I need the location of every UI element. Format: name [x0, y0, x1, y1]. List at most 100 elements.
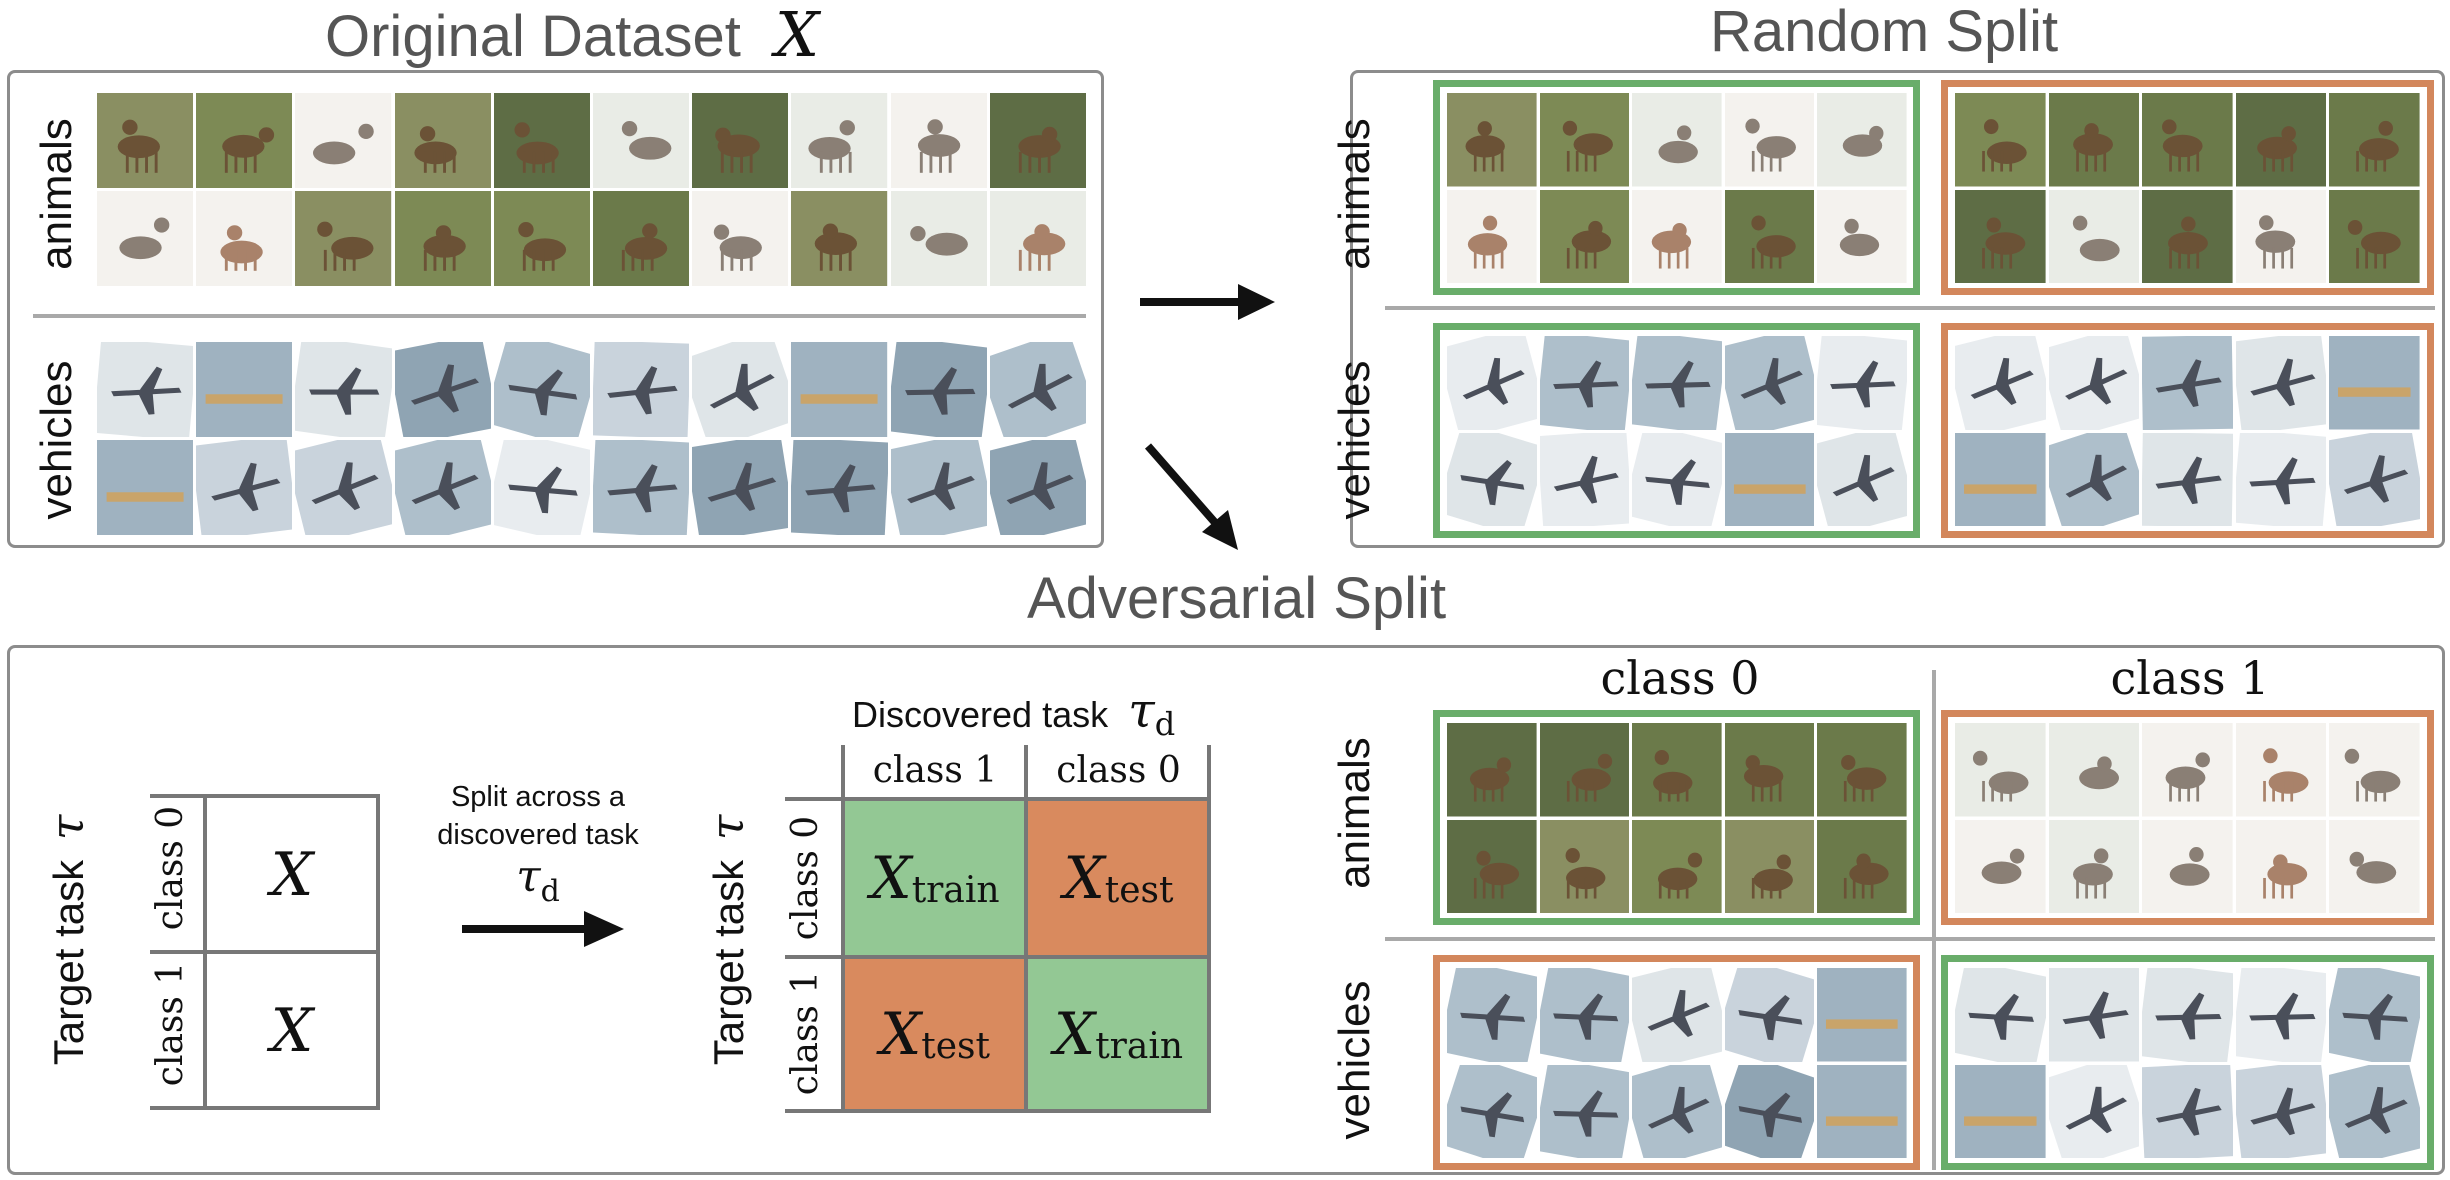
- reindeer-thumbnail: [1724, 93, 1815, 187]
- adv-row-label-vehicles: vehicles: [1330, 980, 1379, 1140]
- horse-thumbnail: [989, 191, 1086, 286]
- cat-thumbnail: [1955, 819, 2046, 913]
- random-animals-train-grid: [1447, 93, 1907, 283]
- reindeer-thumbnail: [692, 191, 789, 286]
- adv-vehicles-class0-test-box: [1433, 955, 1920, 1170]
- deer-thumbnail: [1447, 819, 1537, 913]
- adv-animals-class1-grid: [1955, 723, 2420, 913]
- right-target-task-label: Target task τ: [700, 814, 754, 1066]
- adv-vertical-divider: [1932, 670, 1936, 1170]
- deer-thumbnail: [1539, 723, 1630, 817]
- airplane-thumbnail: [394, 342, 491, 437]
- left-row-class-1: class 1: [150, 961, 191, 1087]
- adv-horizontal-divider: [1385, 937, 2435, 941]
- airplane-thumbnail: [1724, 336, 1815, 430]
- deer-thumbnail: [692, 93, 789, 188]
- deer-thumbnail: [1724, 189, 1815, 283]
- airplane-thumbnail: [2142, 432, 2233, 526]
- cat-thumbnail: [295, 93, 392, 188]
- airplane-thumbnail: [1817, 432, 1907, 526]
- reindeer-thumbnail: [2329, 723, 2420, 817]
- horse-thumbnail: [1632, 189, 1722, 283]
- deer-thumbnail: [196, 93, 293, 188]
- airplane-thumbnail: [2142, 336, 2233, 430]
- original-dataset-panel: [7, 70, 1104, 548]
- ship-thumbnail: [2329, 336, 2420, 430]
- airplane-thumbnail: [890, 440, 987, 535]
- horse-thumbnail: [2235, 723, 2327, 817]
- left-row-class-0: class 0: [150, 805, 191, 931]
- deer-thumbnail: [2048, 93, 2140, 187]
- random-row-label-vehicles: vehicles: [1330, 360, 1379, 520]
- airplane-thumbnail: [295, 440, 392, 535]
- airplane-thumbnail: [2048, 432, 2140, 526]
- airplane-thumbnail: [1955, 336, 2046, 430]
- airplane-thumbnail: [2235, 968, 2327, 1062]
- ship-thumbnail: [1817, 968, 1907, 1062]
- airplane-thumbnail: [2235, 1064, 2327, 1158]
- arrow-to-random-split: [1140, 284, 1275, 320]
- random-animals-train-box: [1433, 80, 1920, 295]
- left-cell-x-bottom: X: [270, 996, 314, 1066]
- airplane-thumbnail: [1539, 336, 1630, 430]
- ship-thumbnail: [1724, 432, 1815, 526]
- deer-thumbnail: [2329, 189, 2420, 283]
- airplane-thumbnail: [692, 440, 789, 535]
- adv-vehicles-class1-train-box: [1941, 955, 2434, 1170]
- cat-thumbnail: [1817, 189, 1907, 283]
- original-dataset-title: Original Dataset X: [325, 0, 820, 71]
- airplane-thumbnail: [2329, 968, 2420, 1062]
- cat-thumbnail: [2142, 819, 2233, 913]
- cat-thumbnail: [592, 93, 690, 188]
- right-col-class-0: class 0: [1056, 749, 1181, 791]
- airplane-thumbnail: [493, 440, 590, 535]
- reindeer-thumbnail: [890, 93, 987, 188]
- adv-animals-class1-test-box: [1941, 710, 2434, 925]
- airplane-thumbnail: [1447, 968, 1537, 1062]
- airplane-thumbnail: [2235, 432, 2327, 526]
- original-divider: [33, 314, 1086, 318]
- cat-thumbnail: [2048, 723, 2140, 817]
- adv-vehicles-class1-grid: [1955, 968, 2420, 1158]
- deer-thumbnail: [493, 93, 590, 188]
- horse-thumbnail: [1447, 189, 1537, 283]
- right-row-class-0: class 0: [785, 815, 826, 941]
- cat-thumbnail: [890, 191, 987, 286]
- deer-thumbnail: [1724, 723, 1815, 817]
- reindeer-thumbnail: [2235, 189, 2327, 283]
- adv-column-class-0: class 0: [1600, 651, 1760, 705]
- deer-thumbnail: [592, 191, 690, 286]
- discover-arrow: [462, 911, 624, 947]
- deer-thumbnail: [1724, 819, 1815, 913]
- airplane-thumbnail: [1447, 1064, 1537, 1158]
- dataset-symbol: X: [774, 0, 820, 71]
- left-target-task-label: Target task τ: [40, 814, 94, 1066]
- airplane-thumbnail: [592, 440, 690, 535]
- adversarial-split-panel: [7, 645, 2445, 1175]
- random-divider: [1385, 306, 2435, 310]
- ship-thumbnail: [196, 342, 293, 437]
- airplane-thumbnail: [493, 342, 590, 437]
- airplane-thumbnail: [2235, 336, 2327, 430]
- right-col-class-1: class 1: [872, 749, 998, 791]
- row-label-animals: animals: [32, 118, 81, 270]
- random-split-title: Random Split: [1710, 0, 2059, 64]
- airplane-thumbnail: [1724, 1064, 1815, 1158]
- airplane-thumbnail: [295, 342, 392, 437]
- deer-thumbnail: [1539, 819, 1630, 913]
- adv-column-class-1: class 1: [2110, 651, 2270, 705]
- airplane-thumbnail: [1724, 968, 1815, 1062]
- cat-thumbnail: [2048, 189, 2140, 283]
- airplane-thumbnail: [1539, 968, 1630, 1062]
- deer-thumbnail: [1539, 93, 1630, 187]
- random-split-panel: [1350, 70, 2445, 548]
- airplane-thumbnail: [1539, 432, 1630, 526]
- deer-thumbnail: [1447, 723, 1537, 817]
- airplane-thumbnail: [2048, 1064, 2140, 1158]
- reindeer-thumbnail: [2142, 723, 2233, 817]
- deer-thumbnail: [2329, 93, 2420, 187]
- airplane-thumbnail: [2329, 432, 2420, 526]
